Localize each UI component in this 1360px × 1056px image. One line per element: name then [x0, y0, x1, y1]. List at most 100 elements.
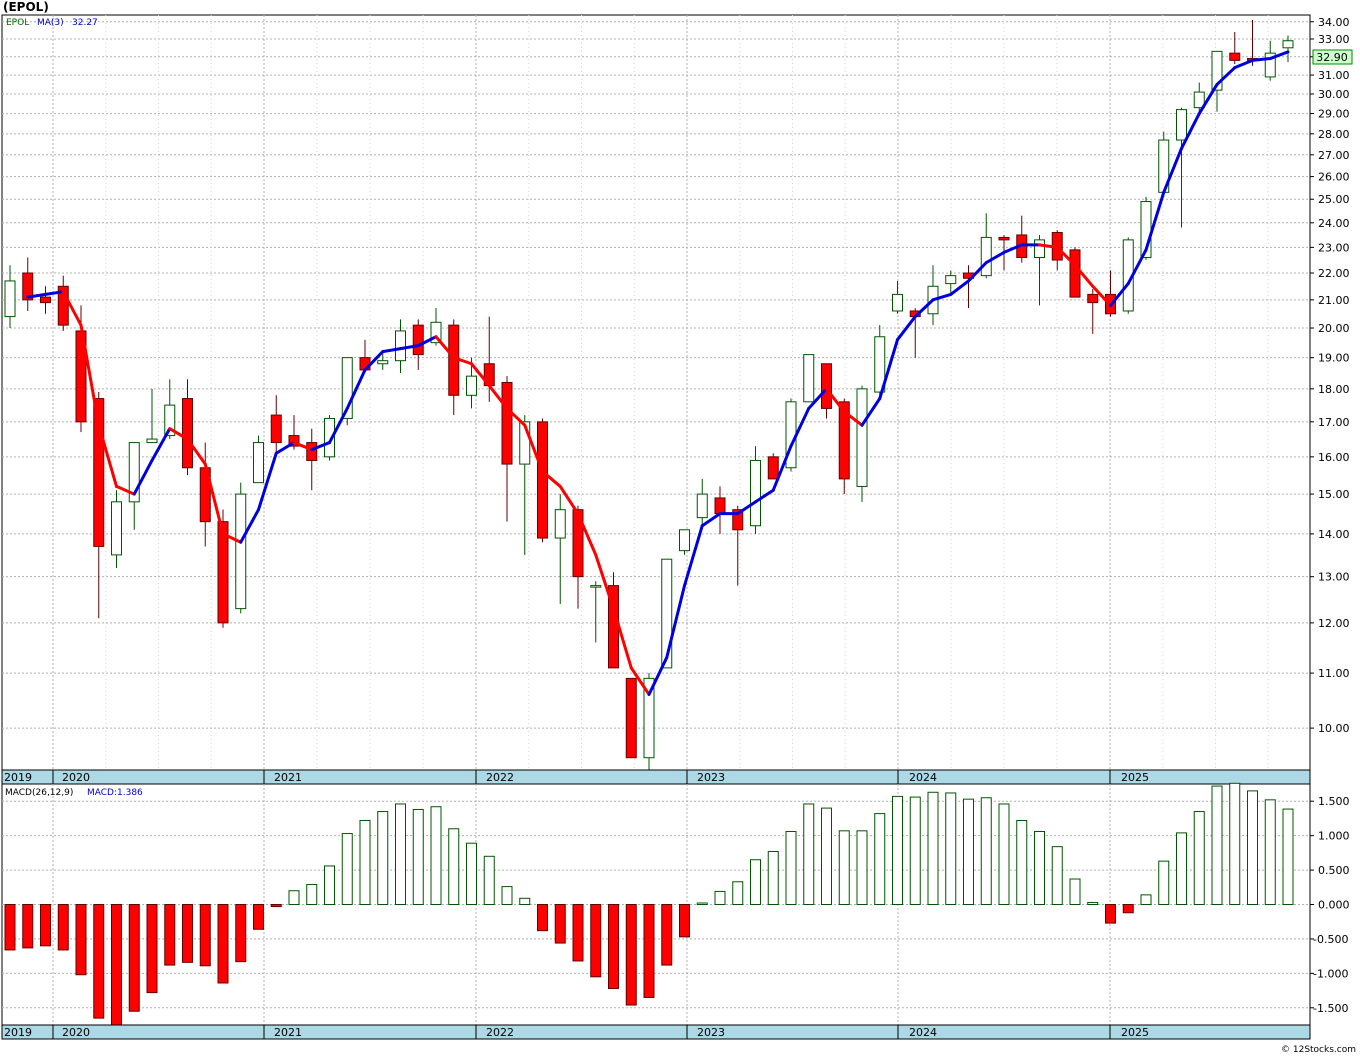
- ma-segment: [984, 250, 1006, 265]
- candle: [1087, 288, 1099, 334]
- macd-bar: [1069, 878, 1081, 905]
- candle-body: [537, 421, 548, 539]
- price-tick-label: 29.00: [1318, 108, 1350, 121]
- macd-bar: [288, 890, 300, 906]
- candle-body: [128, 442, 140, 503]
- ma-segment: [328, 406, 349, 445]
- price-date-band: [1, 769, 1311, 785]
- candle: [1282, 35, 1294, 63]
- candle-body: [306, 442, 318, 461]
- ma-segment: [825, 387, 846, 414]
- ma-segment: [683, 524, 704, 588]
- candle: [182, 379, 193, 476]
- macd-bar: [483, 855, 495, 905]
- candle: [253, 435, 264, 484]
- candle: [1069, 247, 1081, 298]
- macd-panel: -1.500 -1.000 -0.500 0.000 0.500 1.000 1.500 M…: [1, 782, 1350, 1040]
- macd-bar: [625, 904, 637, 1006]
- macd-bar: [980, 797, 992, 905]
- candle-body: [1087, 293, 1099, 304]
- ma-segment: [967, 261, 988, 283]
- ma-segment: [771, 444, 793, 492]
- macd-bar: [945, 792, 957, 905]
- macd-bar: [1105, 904, 1116, 924]
- candle: [537, 418, 548, 543]
- macd-bar: [892, 795, 903, 905]
- price-date-label: 2024: [909, 771, 937, 784]
- macd-bar: [501, 886, 513, 906]
- macd-date-label: 2025: [1121, 1026, 1149, 1039]
- candle: [1193, 82, 1205, 116]
- ma-segment: [434, 335, 456, 360]
- macd-bar: [963, 798, 974, 905]
- ma-segment: [629, 666, 651, 696]
- candle-body: [767, 456, 779, 480]
- last-price-label: 32.90: [1316, 51, 1348, 64]
- ma-segment: [576, 512, 598, 557]
- ma-segment: [274, 441, 296, 455]
- candle-body: [22, 272, 34, 301]
- ma-segment: [1126, 248, 1148, 286]
- candle-body: [341, 357, 353, 419]
- price-legend: EPOL MA(3) 32.27: [6, 18, 98, 28]
- candle: [945, 270, 957, 295]
- candle: [643, 673, 655, 770]
- price-tick-label: 16.00: [1318, 451, 1350, 464]
- ma-segment: [115, 484, 136, 496]
- candle-body: [93, 398, 105, 547]
- price-tick-label: 15.00: [1318, 488, 1350, 501]
- macd-date-label: 2019: [4, 1026, 32, 1039]
- candle: [324, 415, 335, 461]
- macd-bar: [199, 904, 211, 967]
- macd-tick-label: 1.000: [1318, 830, 1350, 843]
- macd-bar: [217, 904, 229, 984]
- ma-segment: [736, 500, 757, 516]
- macd-tick-label: -0.500: [1313, 933, 1348, 946]
- macd-bar: [324, 865, 335, 906]
- macd-bar: [519, 897, 531, 905]
- candle-body: [395, 330, 406, 362]
- ma-segment: [1268, 50, 1290, 61]
- candle: [590, 581, 602, 643]
- price-tick-label: 34.00: [1318, 16, 1350, 29]
- macd-bar: [270, 904, 282, 908]
- macd-bar: [803, 803, 815, 905]
- candle: [111, 490, 122, 568]
- macd-date-band: [1, 1024, 1311, 1040]
- candle-body: [590, 585, 602, 588]
- candle-body: [892, 293, 903, 312]
- ma-segment: [168, 427, 189, 441]
- price-tick-label: 17.00: [1318, 416, 1350, 429]
- macd-bar: [111, 904, 122, 1026]
- ma-segment: [558, 484, 580, 516]
- ma-segment: [399, 344, 420, 351]
- macd-bar: [1247, 790, 1258, 906]
- macd-date-label: 2023: [697, 1026, 725, 1039]
- candle: [874, 325, 886, 396]
- candle-body: [235, 493, 247, 610]
- macd-bar: [679, 904, 690, 938]
- macd-bar: [909, 796, 921, 906]
- price-tick-label: 10.00: [1318, 722, 1350, 735]
- candle: [1229, 32, 1241, 65]
- ma-segment: [1038, 243, 1059, 249]
- macd-legend: MACD(26,12,9) MACD:1.386: [5, 788, 143, 798]
- macd-bar: [93, 904, 105, 1019]
- macd-bars-layer: [4, 782, 1294, 1026]
- ma-segment: [754, 488, 775, 504]
- macd-bar: [696, 902, 708, 905]
- ma-segment: [1109, 282, 1130, 307]
- candle: [696, 478, 708, 526]
- candle-body: [466, 375, 477, 396]
- macd-tick-label: -1.500: [1313, 1002, 1348, 1015]
- candle-body: [182, 398, 193, 469]
- macd-bar: [395, 803, 406, 905]
- ma-segment: [345, 368, 367, 410]
- candle: [519, 415, 531, 555]
- candle: [40, 286, 51, 314]
- macd-bar: [732, 881, 744, 906]
- candle-body: [714, 497, 726, 515]
- macd-bar: [466, 842, 477, 906]
- moving-average-line: [26, 50, 1290, 696]
